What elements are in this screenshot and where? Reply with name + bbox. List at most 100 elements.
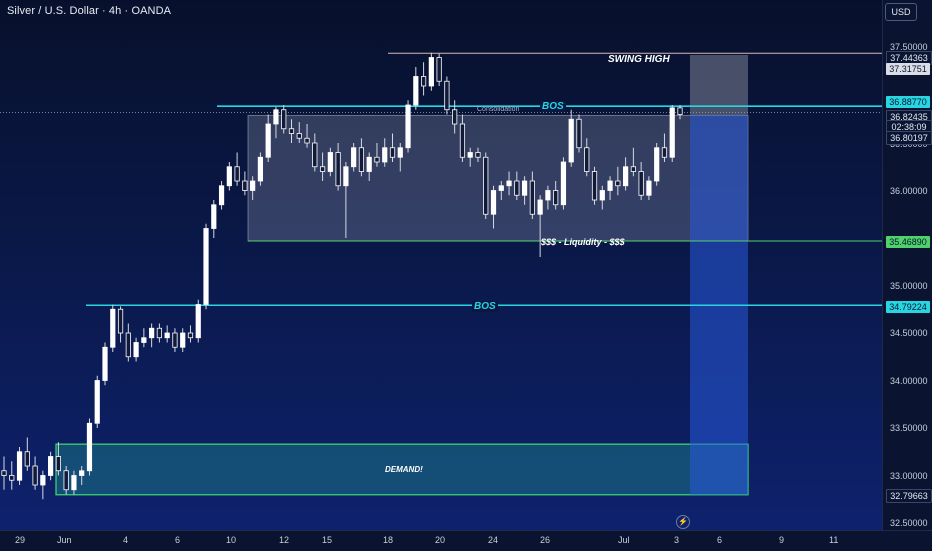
candle-body xyxy=(483,156,489,215)
candle-body xyxy=(428,57,434,87)
currency-button[interactable]: USD xyxy=(885,3,917,21)
candle-body xyxy=(335,152,341,187)
x-tick: Jun xyxy=(57,535,72,545)
candle-body xyxy=(654,147,660,182)
candle-body xyxy=(677,107,683,115)
time-axis[interactable] xyxy=(0,530,932,551)
candle-body xyxy=(234,166,240,182)
candle-body xyxy=(475,152,481,158)
candle-body xyxy=(211,204,217,229)
x-tick: Jul xyxy=(618,535,630,545)
candle-body xyxy=(24,451,30,467)
y-tick: 34.50000 xyxy=(890,328,928,338)
y-tick: 37.50000 xyxy=(890,42,928,52)
candle-body xyxy=(545,190,551,201)
candle-body xyxy=(366,156,372,172)
candle-body xyxy=(560,161,567,206)
price-label: 35.46890 xyxy=(886,236,930,248)
candle-body xyxy=(623,166,629,187)
y-tick: 33.50000 xyxy=(890,423,928,433)
candle-body xyxy=(218,185,225,206)
candle-body xyxy=(506,180,512,187)
candle-body xyxy=(584,147,590,172)
demand-zone xyxy=(55,443,749,496)
candle-body xyxy=(630,166,636,172)
lightning-icon[interactable]: ⚡ xyxy=(676,515,690,529)
price-label: 32.79663 xyxy=(886,489,932,503)
candle-body xyxy=(576,118,582,149)
candle-body xyxy=(591,171,598,201)
candle-body xyxy=(110,308,116,348)
candle-body xyxy=(117,308,124,334)
price-label: 34.79224 xyxy=(886,301,930,313)
candle-body xyxy=(529,180,535,215)
candle-body xyxy=(389,147,396,158)
x-tick: 26 xyxy=(540,535,551,545)
candle-body xyxy=(203,228,209,305)
x-tick: 18 xyxy=(383,535,394,545)
candle-body xyxy=(374,156,380,163)
candle-body xyxy=(638,171,644,196)
candle-body xyxy=(265,123,271,158)
candle-body xyxy=(397,147,403,158)
candle-body xyxy=(615,180,621,187)
candle-body xyxy=(86,422,93,472)
candle-body xyxy=(133,342,139,358)
candle-body xyxy=(327,152,333,172)
x-tick: 6 xyxy=(175,535,181,545)
candle-body xyxy=(661,147,668,158)
candle-body xyxy=(226,166,232,187)
candle-body xyxy=(296,133,302,139)
candle-body xyxy=(459,123,466,158)
candle-body xyxy=(444,80,450,111)
candle-body xyxy=(257,156,264,182)
candle-body xyxy=(343,166,349,187)
x-tick: 10 xyxy=(226,535,237,545)
candle-body xyxy=(187,332,194,339)
candle-body xyxy=(319,166,326,172)
candle-body xyxy=(164,332,170,339)
candle-body xyxy=(141,337,147,343)
candle-body xyxy=(16,451,23,481)
x-tick: 4 xyxy=(123,535,129,545)
candle-body xyxy=(537,199,543,215)
x-tick: 11 xyxy=(829,535,839,545)
candle-body xyxy=(1,470,7,476)
bos-upper-label: BOS xyxy=(540,101,566,112)
candle-body xyxy=(568,118,574,163)
y-tick: 36.00000 xyxy=(890,186,928,196)
candle-body xyxy=(125,332,131,358)
consolidation-label: Consolidation xyxy=(477,106,520,113)
candle-body xyxy=(156,327,163,339)
x-tick: 12 xyxy=(279,535,290,545)
price-axis[interactable] xyxy=(882,0,932,530)
candle-body xyxy=(607,180,613,191)
candle-body xyxy=(405,104,411,149)
price-label: 37.31751 xyxy=(886,63,930,75)
y-tick: 34.00000 xyxy=(890,376,928,386)
x-tick: 9 xyxy=(779,535,785,545)
candle-body xyxy=(102,346,108,381)
y-tick: 33.00000 xyxy=(890,471,928,481)
price-label: 36.80197 xyxy=(886,131,932,145)
y-tick: 35.00000 xyxy=(890,281,928,291)
x-tick: 15 xyxy=(322,535,333,545)
liquidity-label: $$$ - Liquidity - $$$ xyxy=(541,237,625,247)
candle-body xyxy=(382,147,388,163)
candle-body xyxy=(358,147,365,172)
candle-body xyxy=(351,147,357,168)
candle-body xyxy=(599,190,605,201)
candle-body xyxy=(195,304,201,339)
candle-body xyxy=(436,57,442,82)
candle-body xyxy=(304,137,310,144)
candle-body xyxy=(514,180,520,196)
candle-body xyxy=(63,470,69,491)
candle-body xyxy=(149,327,155,339)
candle-body xyxy=(32,465,38,486)
candle-body xyxy=(55,456,61,472)
candle-body xyxy=(646,180,652,196)
candle-body xyxy=(172,332,178,348)
candle-body xyxy=(413,76,419,106)
